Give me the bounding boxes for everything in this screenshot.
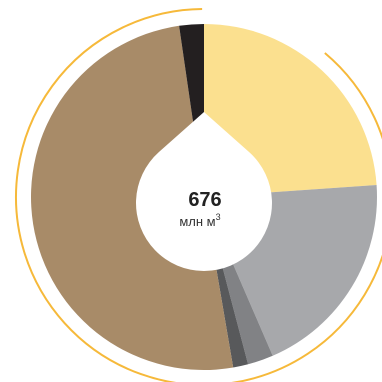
outer-ring (15, 8, 382, 382)
center-value: 676 (188, 189, 221, 211)
center-unit-superscript: 3 (216, 212, 221, 222)
center-unit: млн м (179, 214, 215, 229)
center-droplet (136, 112, 272, 271)
center-unit-label: млн м3 (179, 212, 220, 229)
pie-slice-5 (31, 25, 234, 370)
